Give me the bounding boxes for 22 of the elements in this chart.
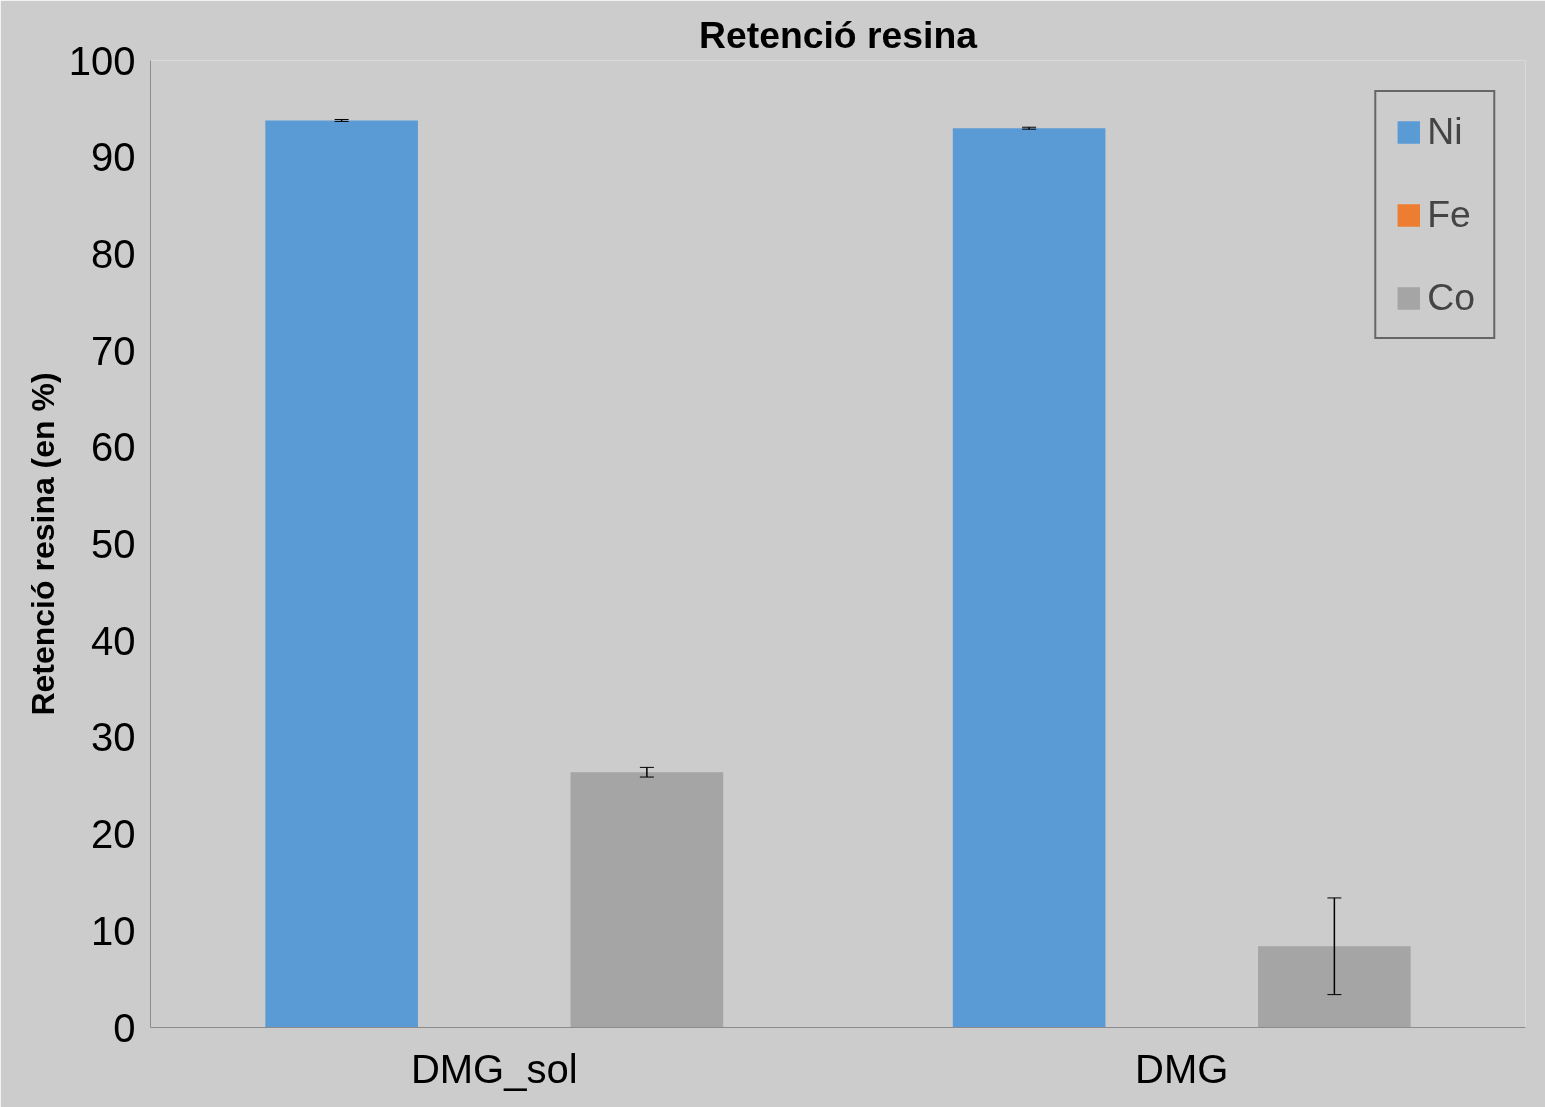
y-tick-label: 90 bbox=[91, 135, 136, 180]
y-tick-label: 10 bbox=[91, 908, 136, 953]
y-tick-label: 60 bbox=[91, 425, 136, 470]
y-axis-title: Retenció resina (en %) bbox=[24, 372, 61, 716]
bar bbox=[952, 128, 1106, 1028]
chart-title: Retenció resina bbox=[699, 13, 978, 56]
y-tick-label: 50 bbox=[91, 522, 136, 566]
x-tick-label: DMG bbox=[1135, 1046, 1229, 1091]
y-tick-label: 40 bbox=[91, 618, 136, 663]
legend-label: Fe bbox=[1427, 193, 1471, 236]
bar bbox=[570, 772, 724, 1028]
legend-label: Co bbox=[1427, 276, 1475, 319]
y-tick-label: 100 bbox=[68, 38, 136, 83]
bar bbox=[1258, 946, 1411, 1028]
y-tick-label: 80 bbox=[91, 231, 136, 276]
bar bbox=[265, 120, 418, 1028]
y-tick-label: 70 bbox=[91, 328, 136, 373]
y-tick-label: 20 bbox=[91, 812, 136, 857]
legend-label: Ni bbox=[1427, 110, 1463, 153]
y-tick-label: 30 bbox=[91, 715, 136, 760]
x-tick-label: DMG_sol bbox=[410, 1046, 578, 1091]
y-tick-label: 0 bbox=[113, 1005, 136, 1050]
